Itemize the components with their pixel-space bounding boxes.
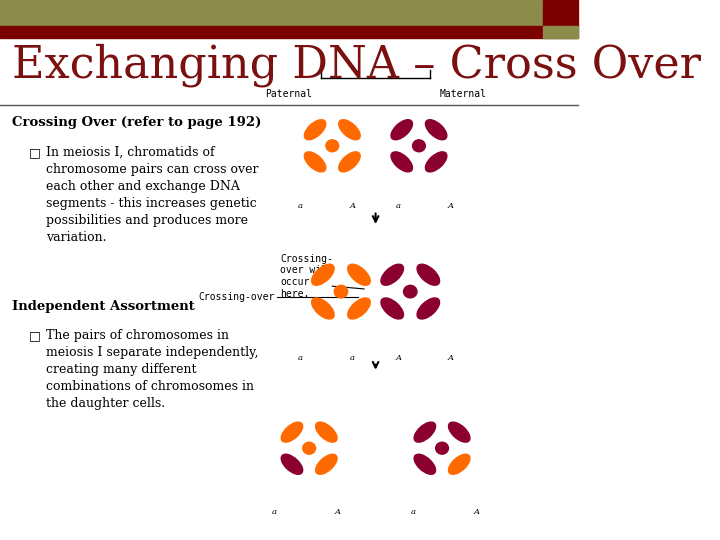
Text: The pairs of chromosomes in
meiosis I separate independently,
creating many diff: The pairs of chromosomes in meiosis I se… <box>46 329 258 410</box>
Text: Maternal: Maternal <box>439 89 486 99</box>
Bar <box>543 0 578 26</box>
Text: Independent Assortment: Independent Assortment <box>12 300 194 313</box>
Text: A: A <box>474 508 480 516</box>
Ellipse shape <box>315 454 337 474</box>
Text: a: a <box>272 508 277 516</box>
Circle shape <box>302 442 315 454</box>
Text: Exchanging DNA – Cross Over: Exchanging DNA – Cross Over <box>12 43 701 87</box>
Ellipse shape <box>312 298 334 319</box>
Bar <box>0 0 543 26</box>
Ellipse shape <box>414 454 436 474</box>
Circle shape <box>326 140 338 152</box>
Text: a: a <box>410 508 415 516</box>
Circle shape <box>404 285 417 298</box>
Text: A: A <box>396 354 402 362</box>
Circle shape <box>413 140 426 152</box>
Ellipse shape <box>348 264 370 285</box>
Text: a: a <box>298 202 303 211</box>
Text: Synapsis: Pairing of
homologous chromosomes: Synapsis: Pairing of homologous chromoso… <box>311 16 440 38</box>
Ellipse shape <box>282 454 302 474</box>
Ellipse shape <box>426 120 447 140</box>
Ellipse shape <box>449 422 470 442</box>
Ellipse shape <box>417 298 440 319</box>
Text: A: A <box>335 508 341 516</box>
Text: a: a <box>350 354 355 362</box>
Ellipse shape <box>381 298 403 319</box>
Ellipse shape <box>305 152 325 172</box>
Text: a: a <box>298 354 303 362</box>
Ellipse shape <box>338 152 360 172</box>
Text: A: A <box>448 202 454 211</box>
Text: a: a <box>396 202 401 211</box>
Text: Crossing Over (refer to page 192): Crossing Over (refer to page 192) <box>12 116 261 129</box>
Text: Crossing-over: Crossing-over <box>198 292 274 302</box>
Ellipse shape <box>315 422 337 442</box>
Ellipse shape <box>305 120 325 140</box>
Text: □: □ <box>29 329 40 342</box>
Ellipse shape <box>417 264 440 285</box>
Text: Crossing-
over will
occur
here.: Crossing- over will occur here. <box>280 254 333 299</box>
Bar <box>0 26 578 38</box>
Text: □: □ <box>29 146 40 159</box>
Text: Paternal: Paternal <box>265 89 312 99</box>
Ellipse shape <box>338 120 360 140</box>
Ellipse shape <box>282 422 302 442</box>
Ellipse shape <box>449 454 470 474</box>
Text: A: A <box>448 354 454 362</box>
Ellipse shape <box>426 152 447 172</box>
Bar <box>543 26 578 38</box>
Ellipse shape <box>414 422 436 442</box>
Ellipse shape <box>348 298 370 319</box>
Ellipse shape <box>391 152 413 172</box>
Text: In meiosis I, chromatids of
chromosome pairs can cross over
each other and excha: In meiosis I, chromatids of chromosome p… <box>46 146 258 244</box>
Ellipse shape <box>381 264 403 285</box>
Circle shape <box>436 442 449 454</box>
Ellipse shape <box>391 120 413 140</box>
Circle shape <box>334 285 348 298</box>
Ellipse shape <box>312 264 334 285</box>
Text: A: A <box>349 202 356 211</box>
